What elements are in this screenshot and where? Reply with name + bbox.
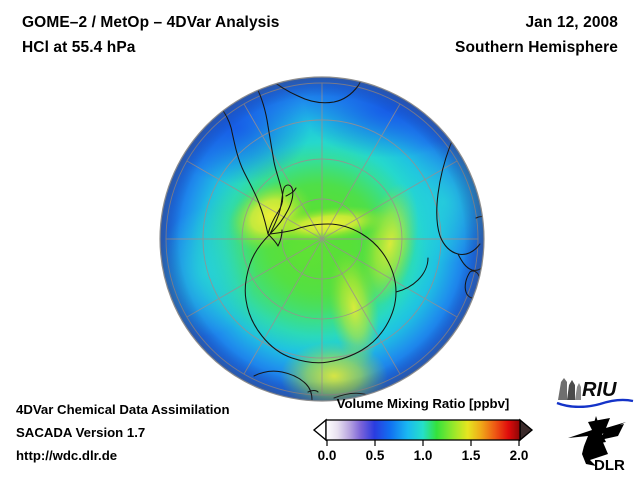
- page-title: GOME–2 / MetOp – 4DVar Analysis: [22, 14, 280, 31]
- riu-wave-icon: [556, 398, 634, 409]
- colorbar-right-arrow: [519, 418, 534, 442]
- dlr-logo-svg: DLR: [568, 416, 626, 474]
- riu-wordmark: RIU: [582, 379, 617, 401]
- colorbar-tick-4: 2.0: [509, 448, 529, 463]
- date-label: Jan 12, 2008: [525, 14, 618, 31]
- footer-line-2: SACADA Version 1.7: [16, 425, 146, 440]
- colorbar-title: Volume Mixing Ratio [ppbv]: [336, 396, 510, 411]
- riu-logo-svg: RIU: [556, 378, 634, 409]
- dlr-wordmark: DLR: [594, 457, 625, 472]
- colorbar-gradient-bar: [325, 419, 521, 441]
- hemisphere-label: Southern Hemisphere: [455, 39, 618, 56]
- colorbar-tick-2: 1.0: [413, 448, 433, 463]
- riu-logo: RIU: [556, 374, 634, 409]
- dlr-logo: DLR: [562, 414, 632, 474]
- riu-towers-icon: [558, 378, 581, 400]
- colorbar-tick-0: 0.0: [317, 448, 337, 463]
- globe-outline: [159, 76, 485, 402]
- footer-line-1: 4DVar Chemical Data Assimilation: [16, 402, 230, 417]
- dlr-emblem-icon: [568, 416, 626, 466]
- page-subtitle: HCl at 55.4 hPa: [22, 39, 136, 56]
- colorbar-tick-3: 1.5: [461, 448, 481, 463]
- footer-line-3[interactable]: http://wdc.dlr.de: [16, 448, 118, 463]
- colorbar-ticks: [326, 440, 520, 446]
- colorbar: Volume Mixing Ratio [ppbv] 0.0 0.5 1.0 1…: [312, 396, 534, 474]
- globe-limb-shading: [160, 77, 484, 401]
- colorbar-tick-1: 0.5: [365, 448, 385, 463]
- colorbar-svg: [312, 418, 534, 446]
- globe-map: [158, 76, 486, 404]
- globe-svg: [159, 76, 485, 402]
- colorbar-left-arrow: [312, 418, 327, 442]
